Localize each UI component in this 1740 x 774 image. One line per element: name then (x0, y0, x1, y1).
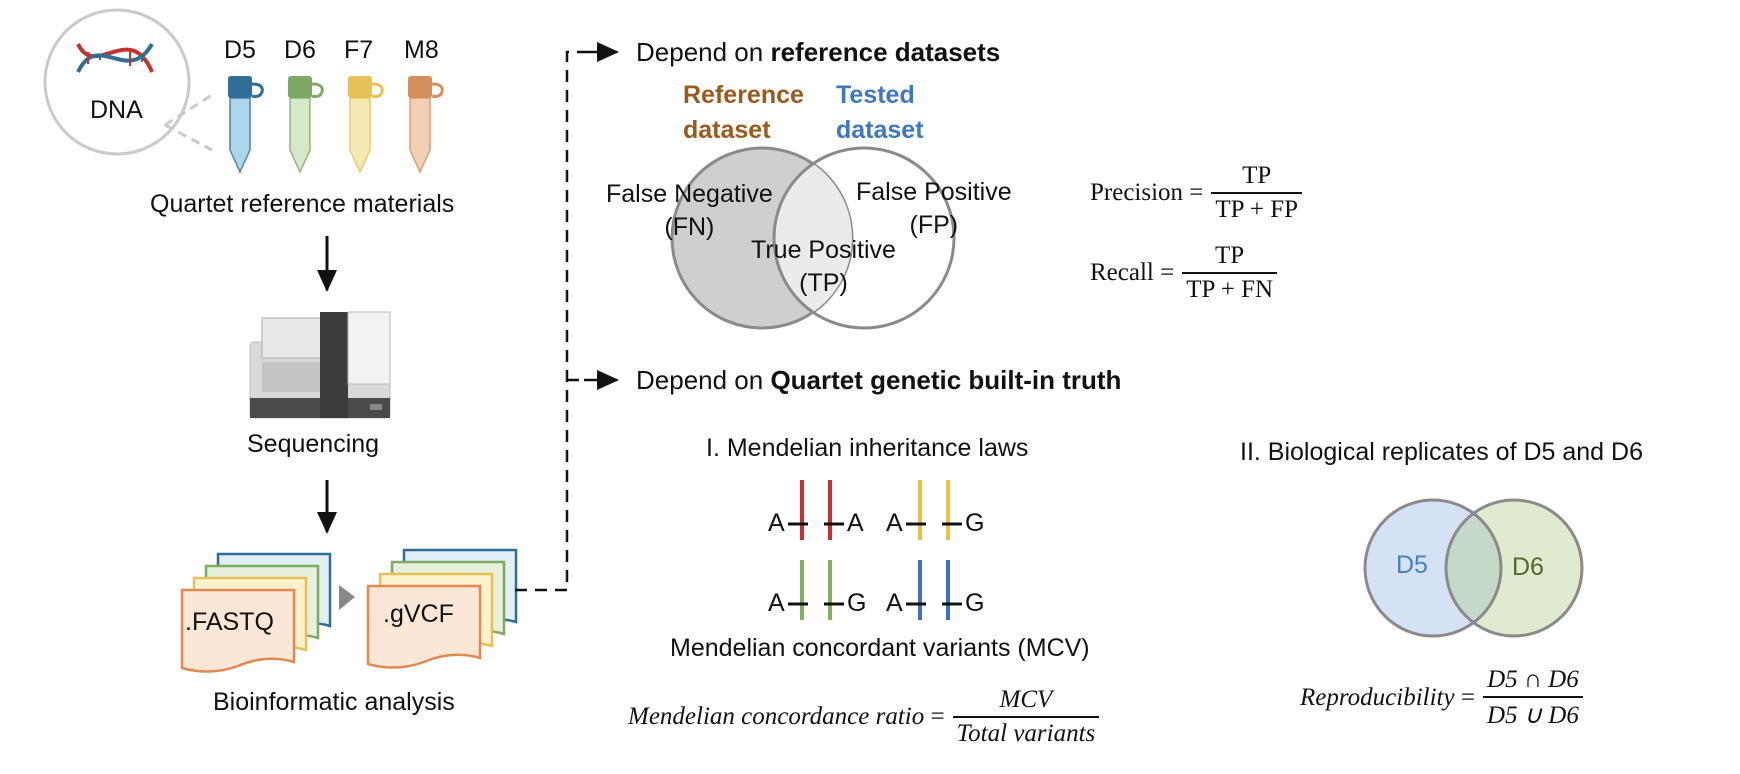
mendelian-ratio-formula: Mendelian concordance ratio = MCV Total v… (628, 686, 1100, 748)
fastq-label: .FASTQ (185, 608, 274, 636)
allele-right-3: G (847, 589, 867, 617)
allele-diagrams (788, 480, 962, 620)
reference-tested-venn (670, 146, 956, 330)
mcv-label: Mendelian concordant variants (MCV) (670, 634, 1090, 662)
tube-label-m8: M8 (404, 36, 439, 64)
sample-tubes (228, 76, 444, 174)
allele-pair-4 (906, 560, 962, 620)
materials-label: Quartet reference materials (150, 190, 455, 218)
tube-label-f7: F7 (344, 36, 374, 64)
allele-pair-1 (788, 480, 844, 540)
allele-pair-2 (906, 480, 962, 540)
true-positive-label: True Positive (TP) (751, 236, 896, 297)
allele-left-2: A (886, 509, 903, 537)
gvcf-label: .gVCF (383, 600, 454, 628)
false-positive-label: False Positive (FP) (856, 178, 1012, 239)
sequencer-icon (249, 311, 391, 419)
replicates-title: II. Biological replicates of D5 and D6 (1240, 438, 1643, 466)
dna-icon (43, 8, 191, 156)
dna-label: DNA (90, 96, 143, 124)
fastq-files-icon (180, 552, 332, 673)
tube-label-d6: D6 (284, 36, 316, 64)
mendelian-title: I. Mendelian inheritance laws (706, 434, 1029, 462)
tube-d6-icon (288, 76, 324, 174)
reference-dataset-title: Reference dataset (683, 81, 804, 144)
allele-right-2: G (965, 509, 985, 537)
bioinformatic-label: Bioinformatic analysis (213, 688, 455, 716)
allele-left-1: A (768, 509, 785, 537)
pipeline-arrow-icon (339, 585, 355, 610)
tube-label-d5: D5 (224, 36, 256, 64)
allele-right-1: A (847, 509, 864, 537)
precision-formula: Precision = TP TP + FP (1090, 162, 1303, 224)
false-negative-label: False Negative (FN) (606, 180, 773, 241)
allele-left-3: A (768, 589, 785, 617)
tube-f7-icon (348, 76, 384, 174)
recall-formula: Recall = TP TP + FN (1090, 242, 1278, 304)
tested-dataset-title: Tested dataset (836, 81, 924, 144)
allele-right-4: G (965, 589, 985, 617)
tube-d5-icon (228, 76, 264, 174)
gvcf-files-icon (366, 548, 518, 669)
reproducibility-formula: Reproducibility = D5 ∩ D6 D5 ∪ D6 (1300, 666, 1583, 730)
quartet-heading: Depend on Quartet genetic built-in truth (636, 365, 1122, 395)
allele-pair-3 (788, 560, 844, 620)
d5-d6-venn (1363, 498, 1584, 638)
d5-label: D5 (1396, 551, 1428, 579)
sequencing-label: Sequencing (247, 430, 380, 458)
reference-heading: Depend on reference datasets (636, 37, 1001, 67)
d6-label: D6 (1512, 553, 1544, 581)
tube-m8-icon (408, 76, 444, 174)
allele-left-4: A (886, 589, 903, 617)
